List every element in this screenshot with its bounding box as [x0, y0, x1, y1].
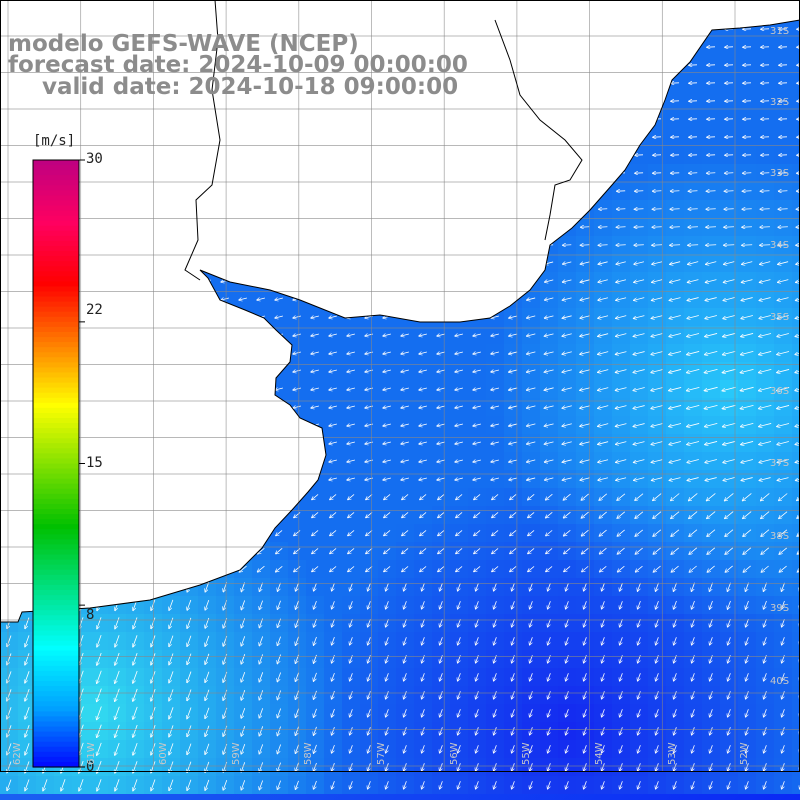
longitude-label: 58W — [303, 742, 314, 765]
colorbar-tick-label: 0 — [86, 759, 95, 775]
coastline — [0, 19, 800, 623]
latitude-label: 34S — [770, 240, 790, 251]
latitude-label: 37S — [770, 458, 790, 469]
longitude-label: 60W — [158, 742, 169, 765]
longitude-label: 52W — [739, 742, 750, 765]
latitude-label: 31S — [770, 26, 790, 37]
graticule — [0, 0, 800, 772]
longitude-label: 57W — [376, 742, 387, 765]
latitude-label: 39S — [770, 603, 790, 614]
longitude-label: 56W — [449, 742, 460, 765]
colorbar-tick-label: 22 — [86, 302, 103, 318]
map-title: modelo GEFS-WAVE (NCEP) — [8, 31, 359, 57]
latitude-label: 35S — [770, 312, 790, 323]
latitude-label: 36S — [770, 386, 790, 397]
forecast-date: forecast date: 2024-10-09 00:00:00 — [8, 52, 468, 78]
colorbar-tick-label: 30 — [86, 151, 103, 167]
valid-date: valid date: 2024-10-18 09:00:00 — [42, 74, 459, 100]
colorbar — [32, 159, 85, 768]
longitude-label: 54W — [594, 742, 605, 765]
colorbar-unit: [m/s] — [33, 133, 76, 149]
colorbar-tick-label: 15 — [86, 455, 103, 471]
border-line — [184, 0, 221, 281]
longitude-label: 62W — [12, 742, 23, 765]
border-line — [494, 19, 583, 241]
longitude-label: 53W — [667, 742, 678, 765]
latitude-label: 32S — [770, 97, 790, 108]
longitude-label: 59W — [231, 742, 242, 765]
longitude-label: 61W — [86, 742, 97, 765]
latitude-label: 38S — [770, 531, 790, 542]
latitude-label: 40S — [770, 676, 790, 687]
longitude-label: 55W — [521, 742, 532, 765]
colorbar-tick-label: 8 — [86, 607, 95, 623]
latitude-label: 33S — [770, 168, 790, 179]
